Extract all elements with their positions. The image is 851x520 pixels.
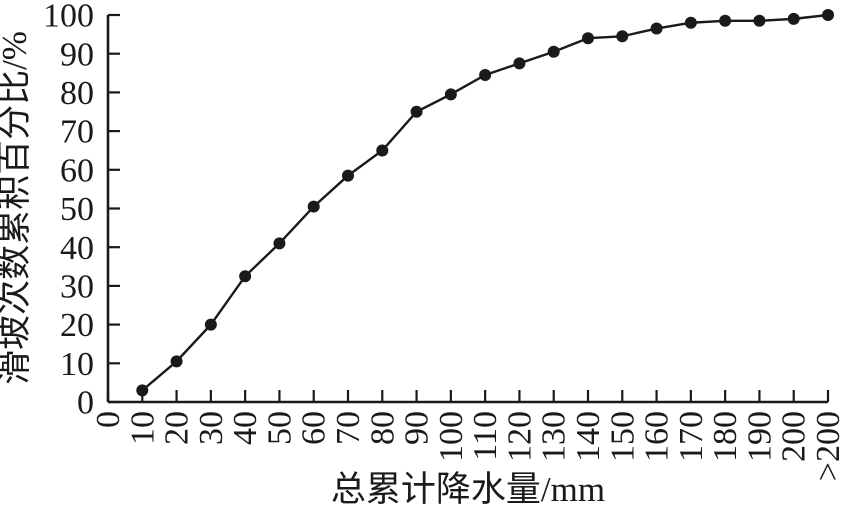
x-tick-label: 50 bbox=[261, 411, 298, 445]
chart-generated-content: 0102030405060708090100010203040506070809… bbox=[43, 0, 847, 481]
x-tick-label: 60 bbox=[296, 411, 333, 445]
y-tick-label: 30 bbox=[60, 268, 94, 305]
x-tick-label: 110 bbox=[467, 411, 504, 461]
y-axis-title: 滑坡次数累积百分比/% bbox=[0, 31, 34, 385]
y-tick-label: 20 bbox=[60, 307, 94, 344]
data-point bbox=[307, 200, 320, 213]
x-tick-label: 80 bbox=[364, 411, 401, 445]
x-tick-label: 150 bbox=[604, 411, 641, 462]
data-point bbox=[444, 88, 457, 101]
data-point bbox=[342, 169, 354, 182]
x-tick-label: 120 bbox=[501, 411, 538, 462]
x-tick-label: 40 bbox=[227, 411, 264, 445]
y-tick-label: 50 bbox=[60, 191, 94, 228]
x-tick-label: 170 bbox=[673, 411, 710, 462]
data-point bbox=[787, 12, 800, 25]
x-tick-label: 140 bbox=[570, 411, 607, 462]
x-tick-label: 200 bbox=[776, 411, 813, 462]
y-tick-label: 100 bbox=[43, 0, 94, 35]
y-tick-label: 40 bbox=[60, 230, 94, 267]
data-point bbox=[753, 14, 766, 27]
x-axis-title: 总累计降水量/mm bbox=[331, 470, 605, 509]
data-point bbox=[376, 144, 389, 157]
x-tick-label: 130 bbox=[536, 411, 573, 462]
x-tick-label: 20 bbox=[159, 411, 196, 445]
x-tick-label: >200 bbox=[810, 411, 847, 481]
y-tick-label: 60 bbox=[60, 152, 94, 189]
data-point bbox=[616, 30, 629, 43]
y-tick-label: 80 bbox=[60, 75, 94, 112]
x-tick-label: 30 bbox=[193, 411, 230, 445]
x-tick-label: 190 bbox=[741, 411, 778, 462]
data-point bbox=[684, 16, 697, 29]
x-tick-label: 180 bbox=[707, 411, 744, 462]
x-tick-label: 70 bbox=[330, 411, 367, 445]
data-point bbox=[170, 355, 183, 368]
data-point bbox=[136, 384, 149, 397]
data-point bbox=[410, 105, 423, 118]
data-point bbox=[719, 14, 732, 27]
data-point bbox=[582, 32, 594, 45]
data-point bbox=[513, 57, 526, 70]
y-tick-label: 90 bbox=[60, 36, 94, 73]
x-tick-label: 10 bbox=[124, 411, 161, 445]
x-tick-label: 0 bbox=[90, 411, 127, 428]
data-point bbox=[479, 68, 492, 81]
x-tick-label: 100 bbox=[433, 411, 470, 462]
data-point bbox=[204, 318, 217, 331]
y-tick-label: 0 bbox=[77, 385, 94, 422]
y-tick-label: 70 bbox=[60, 114, 94, 151]
data-point bbox=[239, 270, 252, 283]
data-point bbox=[547, 45, 560, 58]
y-tick-label: 10 bbox=[60, 346, 94, 383]
data-point bbox=[273, 237, 286, 250]
x-tick-label: 90 bbox=[399, 411, 436, 445]
data-point bbox=[822, 9, 834, 21]
x-tick-label: 160 bbox=[639, 411, 676, 462]
data-point bbox=[650, 22, 663, 35]
